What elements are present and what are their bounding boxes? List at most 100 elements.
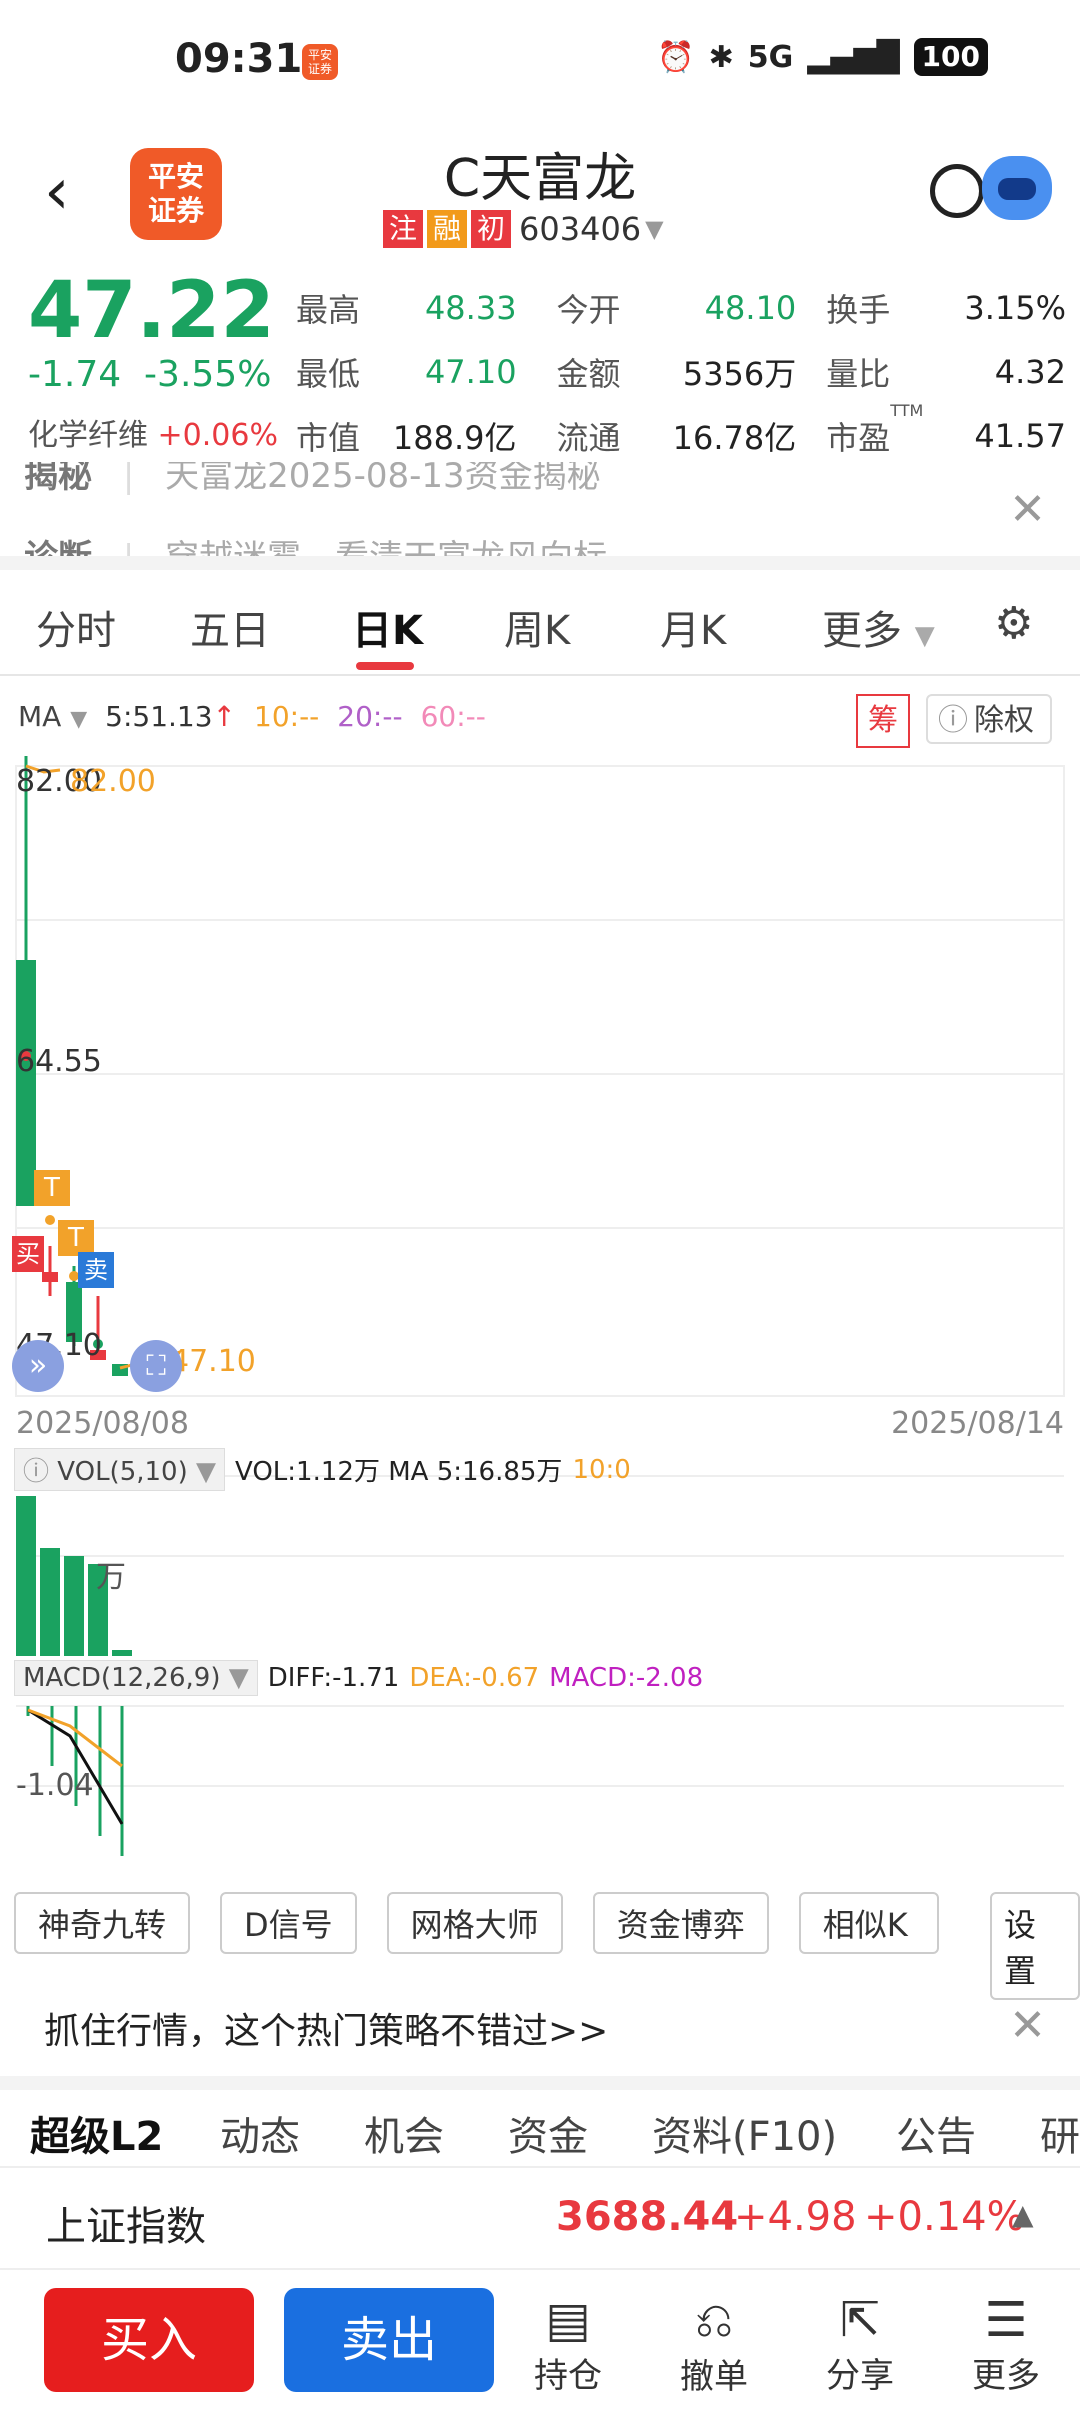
caret-down-icon[interactable]: ▼	[645, 215, 664, 243]
marker-buy[interactable]: 买	[12, 1236, 44, 1272]
diff-line	[27, 1708, 124, 1825]
status-right: ⏰ ✱ 5G ▂▄▆█ 100	[657, 38, 988, 76]
battery-icon: 100	[913, 38, 988, 76]
settings-gear-icon[interactable]: ⚙	[994, 598, 1034, 649]
volume-ratio-label: 量比	[826, 355, 891, 393]
undo-icon: ⎌	[694, 2292, 734, 2348]
chart-svg	[15, 756, 1065, 1856]
news-strip[interactable]: 揭秘 | 天富龙2025-08-13资金揭秘 诊断 | 穿越迷雾，看清天富龙风向…	[0, 462, 1080, 570]
tab-intraday[interactable]: 分时	[36, 608, 116, 654]
stock-tags: 注 融 初 603406 ▼	[383, 210, 664, 248]
ma-dot	[21, 1051, 31, 1061]
amount-value: 5356万	[682, 355, 797, 393]
index-percent: +0.14%	[864, 2194, 1025, 2240]
tab-opportunity[interactable]: 机会	[364, 2114, 444, 2160]
chip-shenqi[interactable]: 神奇九转	[14, 1892, 191, 1954]
open-value: 48.10	[704, 289, 797, 327]
tag-rong: 融	[427, 210, 467, 248]
volume-bar	[112, 1650, 132, 1656]
volume-indicator-selector[interactable]: ⓘ VOL(5,10) ▼	[14, 1448, 226, 1491]
macd-axis-label: -1.04	[16, 1768, 94, 1803]
chip-settings[interactable]: 设置	[990, 1892, 1080, 2000]
tab-more[interactable]: 更多 ▼	[822, 608, 935, 654]
macd-dea: DEA:-0.67	[409, 1663, 540, 1693]
cancel-order-button[interactable]: ⎌ 撤单	[664, 2292, 764, 2398]
back-icon[interactable]: ‹	[44, 155, 70, 229]
candle-body	[16, 960, 36, 1206]
pe-label: 市盈 TTM	[826, 401, 924, 457]
chip-distribution-button[interactable]: 筹	[856, 694, 910, 748]
pe-value: 41.57	[974, 417, 1067, 455]
tab-five-day[interactable]: 五日	[190, 608, 270, 654]
chip-grid-master[interactable]: 网格大师	[386, 1892, 563, 1954]
expand-left-icon[interactable]: »	[12, 1340, 64, 1392]
bluetooth-icon: ✱	[708, 39, 734, 75]
quote-panel: 47.22 -1.74 -3.55% 化学纤维 +0.06% 最高 48.33 …	[0, 262, 1080, 462]
volume-ma10: 10:0	[572, 1454, 631, 1485]
current-price: 47.22	[28, 266, 275, 356]
ma10-value: 10:--	[254, 700, 320, 733]
positions-button[interactable]: ▤ 持仓	[518, 2292, 618, 2397]
chip-similar-k[interactable]: 相似K	[798, 1892, 939, 1954]
kline-chart-area[interactable]: MA ▼ 5:51.13↑ 10:-- 20:-- 60:-- 筹 ⓘ 除权	[0, 676, 1080, 1856]
volume-axis-label: 万	[96, 1560, 126, 1595]
menu-icon: ☰	[984, 2292, 1028, 2348]
ma60-value: 60:--	[420, 700, 486, 733]
chip-d-signal[interactable]: D信号	[220, 1892, 357, 1954]
low-value: 47.10	[424, 353, 517, 391]
info-icon: ⓘ	[938, 703, 968, 738]
alarm-icon: ⏰	[657, 39, 695, 75]
tab-super-l2[interactable]: 超级L2	[30, 2114, 164, 2160]
tab-daily-k[interactable]: 日K	[352, 608, 423, 654]
tab-announcements[interactable]: 公告	[896, 2114, 976, 2160]
turnover-value: 3.15%	[964, 289, 1067, 327]
volume-bar	[64, 1556, 84, 1656]
date-start: 2025/08/08	[16, 1406, 189, 1441]
tab-f10[interactable]: 资料(F10)	[652, 2114, 838, 2160]
sell-button[interactable]: 卖出	[284, 2288, 494, 2392]
marker-sell[interactable]: 卖	[78, 1252, 114, 1288]
y-axis-low-right: 47.10	[170, 1344, 256, 1379]
quote-row: 最高 48.33 今开 48.10 换手 3.15%	[296, 276, 1066, 340]
marker-t[interactable]: T	[34, 1170, 70, 1206]
index-change: +4.98	[734, 2194, 857, 2240]
index-value: 3688.44	[556, 2194, 739, 2240]
tab-funds[interactable]: 资金	[508, 2114, 588, 2160]
marker-t[interactable]: T	[58, 1220, 94, 1256]
assistant-robot-icon[interactable]	[982, 156, 1052, 220]
close-icon[interactable]: ✕	[1009, 484, 1046, 535]
broker-logo[interactable]: 平安 证券	[130, 148, 222, 240]
more-button[interactable]: ☰ 更多	[956, 2292, 1056, 2397]
close-icon[interactable]: ✕	[1009, 2000, 1046, 2051]
ma-legend: MA ▼ 5:51.13↑ 10:-- 20:-- 60:--	[18, 700, 486, 733]
tab-news[interactable]: 动态	[220, 2114, 300, 2160]
expand-up-icon[interactable]: ▲	[1012, 2198, 1034, 2231]
tab-research[interactable]: 研	[1040, 2114, 1080, 2160]
promo-text: 抓住行情，这个热门策略不错过>>	[44, 2011, 609, 2052]
volume-bar	[40, 1548, 60, 1656]
ex-rights-button[interactable]: ⓘ 除权	[926, 694, 1052, 744]
quote-row: 最低 47.10 金额 5356万 量比 4.32	[296, 340, 1066, 404]
index-ticker[interactable]: 上证指数 3688.44 +4.98 +0.14% ▲	[0, 2166, 1080, 2270]
share-button[interactable]: ⇱ 分享	[810, 2292, 910, 2397]
volume-legend: ⓘ VOL(5,10) ▼ VOL:1.12万 MA 5:16.85万 10:0	[14, 1448, 631, 1491]
tab-monthly-k[interactable]: 月K	[660, 608, 727, 654]
change-amount: -1.74	[28, 354, 122, 395]
buy-button[interactable]: 买入	[44, 2288, 254, 2392]
fullscreen-icon[interactable]: ⛶	[130, 1340, 182, 1392]
float-cap-label: 流通	[556, 419, 621, 457]
chip-fund-game[interactable]: 资金博弈	[592, 1892, 769, 1954]
search-icon[interactable]	[930, 164, 984, 218]
index-name: 上证指数	[46, 2204, 206, 2250]
ma-dot	[93, 1339, 103, 1349]
promo-banner[interactable]: 抓住行情，这个热门策略不错过>> ✕	[0, 1976, 1080, 2090]
macd-indicator-selector[interactable]: MACD(12,26,9) ▼	[14, 1660, 258, 1696]
stock-code: 603406	[519, 210, 642, 248]
volume-ratio-value: 4.32	[994, 353, 1067, 391]
price-grid	[15, 765, 1065, 1787]
sector-info[interactable]: 化学纤维 +0.06%	[28, 410, 278, 454]
ma-selector[interactable]: MA ▼	[18, 700, 88, 733]
macd-diff: DIFF:-1.71	[267, 1663, 400, 1693]
tab-weekly-k[interactable]: 周K	[504, 608, 571, 654]
quote-grid: 最高 48.33 今开 48.10 换手 3.15% 最低 47.10 金额 5…	[296, 276, 1066, 468]
